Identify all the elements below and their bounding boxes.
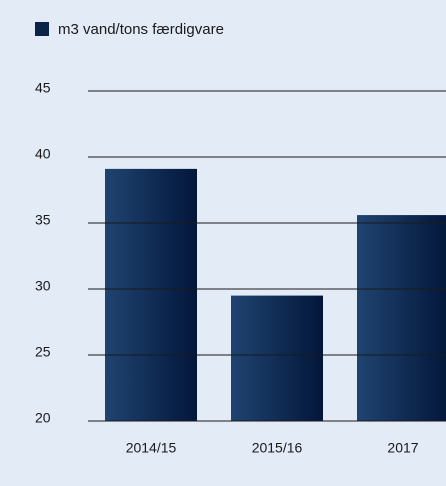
x-tick-label: 2015/16 — [252, 440, 303, 456]
bar — [231, 295, 323, 421]
x-tick-label: 2017 — [387, 440, 418, 456]
y-tick-label: 45 — [35, 80, 51, 96]
legend-swatch — [35, 22, 49, 36]
y-tick-label: 35 — [35, 212, 51, 228]
x-tick-label: 2014/15 — [126, 440, 177, 456]
bar — [357, 215, 446, 421]
y-tick-label: 25 — [35, 344, 51, 360]
legend-label: m3 vand/tons færdigvare — [58, 21, 224, 38]
y-tick-label: 20 — [35, 410, 51, 426]
y-tick-label: 30 — [35, 278, 51, 294]
bar — [105, 168, 197, 421]
y-tick-label: 40 — [35, 146, 51, 162]
